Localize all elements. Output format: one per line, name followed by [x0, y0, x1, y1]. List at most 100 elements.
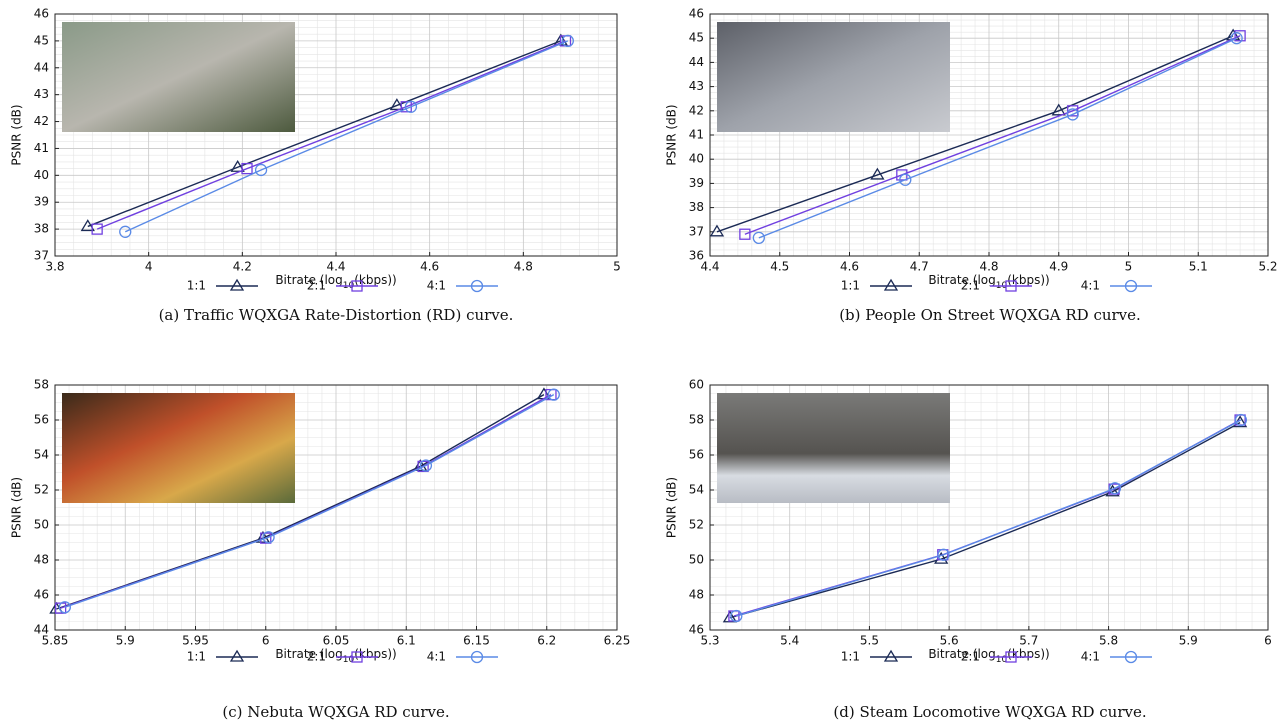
y-tick-label: 48	[34, 553, 49, 567]
x-tick-label: 4.8	[514, 260, 533, 274]
legend-label: 1:1	[187, 650, 206, 664]
y-tick-label: 50	[689, 553, 704, 567]
y-axis-label: PSNR (dB)	[10, 104, 24, 165]
x-tick-label: 5.4	[780, 634, 799, 648]
x-tick-label: 5.8	[1099, 634, 1118, 648]
x-tick-label: 5.95	[182, 634, 209, 648]
y-tick-label: 36	[689, 249, 704, 263]
legend-label: 2:1	[961, 650, 980, 664]
x-tick-label: 6	[1264, 634, 1272, 648]
y-tick-label: 41	[34, 141, 49, 155]
y-tick-label: 46	[689, 7, 704, 21]
caption: (b) People On Street WQXGA RD curve.	[839, 306, 1141, 324]
marker-triangle	[231, 280, 243, 290]
inset-image	[62, 22, 295, 132]
y-tick-label: 45	[34, 33, 49, 47]
y-tick-label: 45	[689, 31, 704, 45]
x-tick-label: 6	[262, 634, 270, 648]
x-tick-label: 5.7	[1019, 634, 1038, 648]
x-axis-label-part: (kbps))	[1007, 647, 1049, 661]
y-tick-label: 48	[689, 588, 704, 602]
y-tick-label: 54	[34, 448, 49, 462]
x-tick-label: 4.7	[910, 260, 929, 274]
x-tick-label: 5.2	[1258, 260, 1277, 274]
x-axis-label-part: (kbps))	[354, 647, 396, 661]
caption: (d) Steam Locomotive WQXGA RD curve.	[833, 703, 1146, 721]
y-tick-label: 46	[689, 623, 704, 637]
y-tick-label: 43	[34, 87, 49, 101]
y-tick-label: 60	[689, 378, 704, 392]
legend-label: 2:1	[307, 650, 326, 664]
y-tick-label: 56	[34, 413, 49, 427]
x-tick-label: 4.6	[420, 260, 439, 274]
legend-label: 2:1	[307, 279, 326, 293]
x-tick-label: 4.6	[840, 260, 859, 274]
y-tick-label: 42	[34, 114, 49, 128]
marker-triangle	[885, 280, 897, 290]
y-tick-label: 39	[34, 195, 49, 209]
y-tick-label: 40	[689, 152, 704, 166]
legend-label: 4:1	[427, 279, 446, 293]
legend-label: 1:1	[841, 650, 860, 664]
y-tick-label: 40	[34, 168, 49, 182]
x-tick-label: 5.1	[1189, 260, 1208, 274]
x-tick-label: 6.1	[397, 634, 416, 648]
x-tick-label: 5.6	[940, 634, 959, 648]
legend-label: 2:1	[961, 279, 980, 293]
x-axis-label-part: 10	[343, 655, 355, 665]
x-axis-label: Bitrate (log10(kbps))	[275, 273, 396, 291]
x-tick-label: 5	[1125, 260, 1133, 274]
caption: (a) Traffic WQXGA Rate-Distortion (RD) c…	[159, 306, 514, 324]
y-tick-label: 38	[34, 222, 49, 236]
marker-triangle	[885, 651, 897, 661]
y-tick-label: 41	[689, 128, 704, 142]
y-tick-label: 43	[689, 79, 704, 93]
legend-label: 1:1	[187, 279, 206, 293]
y-axis-label: PSNR (dB)	[10, 477, 24, 538]
figure: 3.844.24.44.64.8537383940414243444546Bit…	[0, 0, 1288, 728]
y-tick-label: 52	[689, 518, 704, 532]
y-tick-label: 46	[34, 7, 49, 21]
x-axis-label: Bitrate (log10(kbps))	[928, 647, 1049, 665]
x-tick-label: 4.5	[770, 260, 789, 274]
y-tick-label: 37	[689, 224, 704, 238]
x-axis-label: Bitrate (log10(kbps))	[928, 273, 1049, 291]
inset-image	[717, 22, 950, 132]
x-axis-label-part: (kbps))	[354, 273, 396, 287]
x-tick-label: 4.2	[233, 260, 252, 274]
x-tick-label: 4	[145, 260, 153, 274]
y-tick-label: 38	[689, 200, 704, 214]
y-tick-label: 39	[689, 176, 704, 190]
y-tick-label: 58	[34, 378, 49, 392]
y-tick-label: 44	[34, 60, 49, 74]
x-axis-label-part: (kbps))	[1007, 273, 1049, 287]
y-tick-label: 42	[689, 103, 704, 117]
x-tick-label: 5.9	[1179, 634, 1198, 648]
y-tick-label: 44	[689, 55, 704, 69]
inset-image	[717, 393, 950, 503]
marker-triangle	[231, 651, 243, 661]
y-tick-label: 52	[34, 483, 49, 497]
y-tick-label: 46	[34, 588, 49, 602]
legend-label: 4:1	[1081, 650, 1100, 664]
y-tick-label: 54	[689, 483, 704, 497]
y-tick-label: 37	[34, 249, 49, 263]
y-tick-label: 50	[34, 518, 49, 532]
x-tick-label: 6.25	[604, 634, 631, 648]
y-axis-label: PSNR (dB)	[665, 104, 679, 165]
x-tick-label: 4.8	[979, 260, 998, 274]
x-axis-label: Bitrate (log10(kbps))	[275, 647, 396, 665]
x-tick-label: 5	[613, 260, 621, 274]
y-tick-label: 44	[34, 623, 49, 637]
legend-label: 4:1	[427, 650, 446, 664]
y-tick-label: 58	[689, 413, 704, 427]
x-tick-label: 4.4	[326, 260, 345, 274]
x-tick-label: 5.5	[860, 634, 879, 648]
x-tick-label: 6.15	[463, 634, 490, 648]
x-tick-label: 6.05	[323, 634, 350, 648]
x-tick-label: 5.9	[116, 634, 135, 648]
page: {"chart_data": [ {"type": "line", "capti…	[0, 0, 1288, 728]
inset-image	[62, 393, 295, 503]
legend-label: 4:1	[1081, 279, 1100, 293]
x-tick-label: 4.9	[1049, 260, 1068, 274]
